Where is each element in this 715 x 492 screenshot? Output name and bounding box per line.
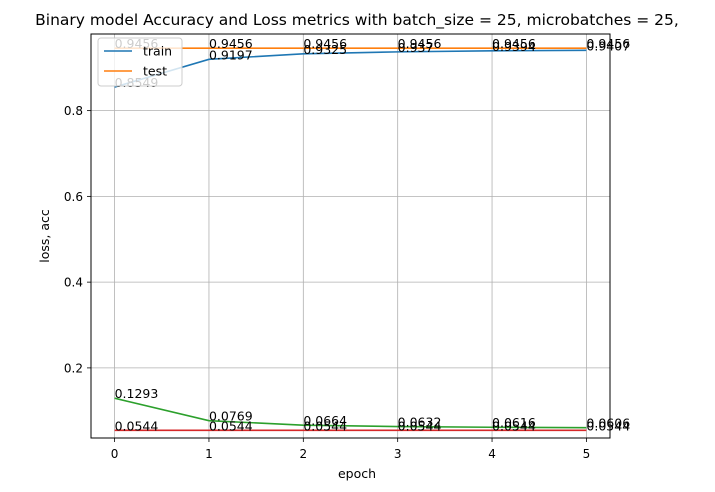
- data-label: 0.0664: [303, 413, 347, 428]
- legend-label-test: test: [143, 64, 167, 79]
- grid: [91, 34, 610, 438]
- data-label: 0.0544: [492, 418, 536, 433]
- data-label: 0.0616: [492, 415, 536, 430]
- y-tick-label: 0.4: [64, 276, 83, 290]
- data-label: 0.9456: [209, 36, 253, 51]
- x-tick-label: 4: [488, 447, 496, 461]
- data-label: 0.9456: [492, 36, 536, 51]
- legend-box: [97, 37, 183, 87]
- data-labels: 0.85490.91970.93250.9370.93940.94070.945…: [115, 36, 631, 433]
- data-label: 0.0544: [209, 418, 253, 433]
- data-label: 0.9197: [209, 47, 253, 62]
- data-label: 0.0606: [586, 416, 630, 431]
- x-tick-label: 2: [299, 447, 307, 461]
- legend-label-train: train: [143, 44, 172, 59]
- data-label: 0.9456: [586, 36, 630, 51]
- data-label: 0.0544: [115, 418, 159, 433]
- y-axis-label: loss, acc: [37, 209, 52, 263]
- data-label: 0.0769: [209, 409, 253, 424]
- data-label: 0.9325: [303, 42, 347, 57]
- y-tick-label: 0.6: [64, 190, 83, 204]
- chart-title: Binary model Accuracy and Loss metrics w…: [35, 11, 679, 30]
- series-lines: [114, 47, 587, 432]
- data-label: 0.0544: [398, 418, 442, 433]
- x-tick-label: 0: [111, 447, 119, 461]
- x-tick-label: 1: [205, 447, 213, 461]
- data-label: 0.1293: [115, 386, 159, 401]
- y-tick-label: 0.8: [64, 104, 83, 118]
- data-label: 0.9394: [492, 39, 536, 54]
- series-line-train-loss: [114, 397, 587, 429]
- x-tick-label: 5: [583, 447, 591, 461]
- data-label: 0.0544: [586, 418, 630, 433]
- x-axis-label: epoch: [338, 466, 376, 481]
- data-label: 0.9456: [398, 36, 442, 51]
- data-label: 0.0544: [303, 418, 347, 433]
- plot-frame: [90, 33, 611, 439]
- x-tick-label: 3: [394, 447, 402, 461]
- data-label: 0.937: [398, 40, 434, 55]
- data-label: 0.0632: [398, 415, 442, 430]
- series-line-train: [114, 49, 587, 88]
- y-tick-label: 0.2: [64, 361, 83, 375]
- axis-ticks: 0 1 2 3 4 5 0.2 0.4 0.6 0.8: [64, 104, 590, 461]
- legend: train test: [97, 37, 183, 87]
- data-label: 0.9407: [586, 38, 630, 53]
- data-label: 0.9456: [303, 36, 347, 51]
